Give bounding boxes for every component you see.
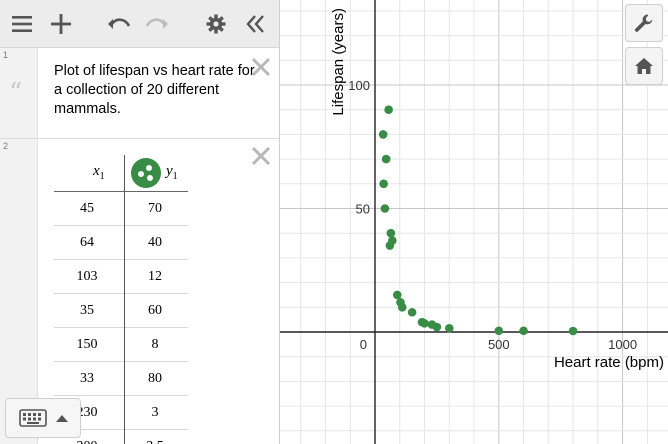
scatter-points-icon[interactable] — [130, 157, 162, 189]
table-row: 45 70 — [54, 192, 188, 226]
expression-panel: 1 “ Plot of lifespan vs heart rate for a… — [0, 0, 280, 444]
close-icon[interactable] — [250, 56, 272, 78]
redo-icon[interactable] — [141, 8, 173, 40]
table-column-divider — [124, 155, 125, 444]
data-point[interactable] — [388, 236, 397, 245]
axes — [280, 0, 668, 444]
table-cell-y[interactable]: 40 — [148, 235, 162, 250]
header-y-var: y — [166, 163, 173, 179]
note-text[interactable]: Plot of lifespan vs heart rate for a col… — [54, 63, 255, 117]
data-point[interactable] — [568, 326, 578, 336]
y-tick-label: 50 — [356, 202, 370, 217]
table-cell-x[interactable]: 45 — [80, 201, 94, 216]
table-cell-y[interactable]: 3 — [151, 405, 159, 420]
expression-index: 1 — [3, 50, 9, 60]
data-point[interactable] — [494, 326, 504, 336]
table-row: 150 8 — [54, 328, 188, 362]
expression-toolbar — [0, 0, 279, 48]
tick-labels: 0 500 1000 50 100 — [348, 78, 637, 352]
data-point[interactable] — [417, 317, 427, 327]
data-point[interactable] — [378, 130, 388, 139]
table-cell-x[interactable]: 64 — [80, 235, 94, 250]
data-point[interactable] — [397, 303, 407, 312]
expression-index: 2 — [3, 141, 9, 151]
data-point[interactable] — [519, 326, 528, 336]
expression-gutter: 1 “ — [0, 48, 38, 138]
plus-icon[interactable] — [45, 8, 77, 40]
x-tick-label: 500 — [488, 337, 510, 352]
data-point[interactable] — [444, 323, 454, 333]
note-expression[interactable]: 1 “ Plot of lifespan vs heart rate for a… — [0, 48, 279, 139]
table-row: 33 80 — [54, 362, 188, 396]
table-cell-x[interactable]: 230 — [76, 405, 98, 420]
data-point[interactable] — [381, 154, 391, 164]
gear-icon[interactable] — [200, 8, 232, 40]
y-tick-label: 100 — [348, 78, 370, 93]
table-row: 103 12 — [54, 260, 188, 294]
expression-gutter: 2 — [0, 139, 38, 444]
data-point[interactable] — [386, 228, 396, 238]
keyboard-icon — [19, 409, 47, 427]
table-header-divider — [54, 191, 188, 192]
table-row: 230 3 — [54, 396, 188, 430]
table-cell-x[interactable]: 200 — [54, 430, 120, 444]
table-cell-x[interactable]: 35 — [80, 303, 94, 318]
graph-settings-button[interactable] — [625, 4, 663, 42]
header-x-var: x — [93, 163, 100, 179]
table-header-y[interactable]: y1 — [166, 163, 178, 182]
header-y-subscript: 1 — [172, 171, 178, 182]
data-point[interactable] — [407, 307, 417, 317]
header-x-subscript: 1 — [99, 171, 105, 182]
close-icon[interactable] — [250, 145, 272, 167]
table-row: 2003.5 — [54, 430, 188, 444]
graph-home-button[interactable] — [625, 47, 663, 85]
double-chevron-left-icon[interactable] — [240, 8, 272, 40]
x-axis-label: Heart rate (bpm) — [554, 354, 664, 371]
data-point[interactable] — [384, 105, 393, 114]
hamburger-menu-icon[interactable] — [6, 8, 38, 40]
table-cell-x[interactable]: 103 — [76, 269, 98, 284]
data-point[interactable] — [432, 322, 442, 332]
table-expression[interactable]: 2 — [0, 139, 279, 444]
table-cell-y[interactable]: 80 — [148, 371, 162, 386]
scatter-points[interactable] — [378, 105, 578, 336]
table-cell-y[interactable]: 70 — [148, 201, 162, 216]
x-tick-label: 1000 — [608, 337, 637, 352]
table-cell-x[interactable]: 150 — [76, 337, 98, 352]
table-cell-y[interactable]: 3.5 — [122, 430, 188, 444]
data-point[interactable] — [380, 204, 390, 213]
undo-icon[interactable] — [103, 8, 135, 40]
table-cell-y[interactable]: 60 — [148, 303, 162, 318]
table-header-x[interactable]: x1 — [93, 163, 105, 182]
quote-icon: “ — [9, 78, 23, 108]
table-row: 35 60 — [54, 294, 188, 328]
table-cell-y[interactable]: 8 — [151, 337, 159, 352]
graph-paper[interactable]: 0 500 1000 50 100 Heart rate (bpm) Lifespan … — [280, 0, 668, 444]
table-cell-x[interactable]: 33 — [80, 371, 94, 386]
caret-up-icon — [56, 415, 68, 422]
y-axis-label: Lifespan (years) — [330, 8, 347, 116]
table-cell-y[interactable]: 12 — [148, 269, 162, 284]
data-point[interactable] — [392, 290, 402, 300]
wrench-icon — [634, 14, 653, 32]
home-icon — [635, 58, 653, 74]
table-row: 64 40 — [54, 226, 188, 260]
keyboard-toggle[interactable] — [5, 398, 81, 438]
data-point[interactable] — [379, 179, 388, 189]
tick-label-origin: 0 — [360, 337, 367, 352]
